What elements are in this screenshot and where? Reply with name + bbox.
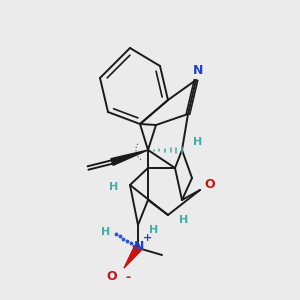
Text: N: N xyxy=(193,64,203,76)
Polygon shape xyxy=(111,150,148,165)
Text: H: H xyxy=(110,182,118,192)
Text: H: H xyxy=(194,137,202,147)
Polygon shape xyxy=(124,246,141,268)
Text: H: H xyxy=(149,225,159,235)
Text: N: N xyxy=(134,241,144,254)
Text: -: - xyxy=(125,271,130,284)
Text: H: H xyxy=(179,215,189,225)
Text: O: O xyxy=(205,178,215,191)
Text: +: + xyxy=(143,233,153,243)
Text: H: H xyxy=(101,227,111,237)
Text: O: O xyxy=(107,271,117,284)
